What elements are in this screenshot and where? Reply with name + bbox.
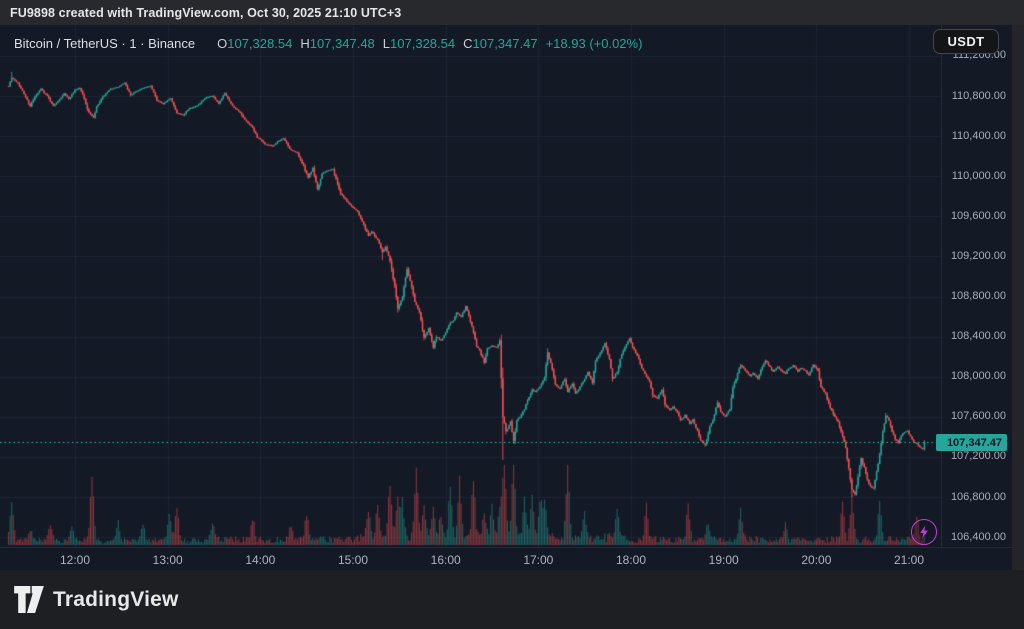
close-value: 107,347.47 [472, 35, 538, 51]
close-label: C [463, 35, 473, 51]
price-axis[interactable]: 111,200.00 110,800.00 110,400.00 110,000.00… [941, 25, 1012, 547]
time-axis-tick: 20:00 [801, 553, 832, 567]
candlestick-chart-canvas[interactable] [0, 25, 941, 547]
low-label: L [382, 35, 391, 51]
symbol-title[interactable]: Bitcoin / TetherUS · 1 · Binance [14, 35, 196, 51]
time-axis-tick: 21:00 [894, 553, 925, 567]
time-axis-tick: 13:00 [152, 553, 183, 567]
price-axis-tick: 108,000.00 [950, 370, 1006, 383]
price-axis-tick: 109,200.00 [950, 249, 1006, 262]
tradingview-logo-icon [14, 586, 44, 613]
price-axis-tick: 110,800.00 [951, 89, 1006, 102]
price-axis-tick: 106,800.00 [950, 490, 1006, 503]
price-change: +18.93 (+0.02%) [545, 35, 643, 51]
attribution-text: FU9898 created with TradingView.com, Oct… [10, 5, 402, 20]
flash-publish-button[interactable] [911, 519, 937, 545]
last-price-label: 107,347.47 [936, 434, 1007, 452]
symbol-info-bar[interactable]: Bitcoin / TetherUS · 1 · Binance O 107,3… [14, 33, 642, 53]
footer-bar: TradingView [0, 570, 1024, 629]
price-axis-tick: 106,400.00 [950, 530, 1006, 543]
price-axis-tick: 108,800.00 [950, 290, 1006, 302]
price-axis-tick: 110,400.00 [951, 129, 1006, 142]
time-axis-tick: 14:00 [245, 553, 276, 567]
chart-panel: Bitcoin / TetherUS · 1 · Binance O 107,3… [0, 25, 1012, 570]
low-value: 107,328.54 [390, 35, 456, 51]
price-axis-tick: 107,200.00 [950, 450, 1006, 463]
high-value: 107,347.48 [309, 35, 375, 51]
time-axis-tick: 18:00 [616, 553, 647, 567]
open-value: 107,328.54 [227, 35, 293, 51]
tradingview-logo[interactable]: TradingView [14, 586, 179, 613]
open-label: O [217, 35, 228, 51]
high-label: H [300, 35, 310, 51]
currency-toggle-button[interactable]: USDT [933, 29, 999, 54]
time-axis-tick: 17:00 [523, 553, 554, 567]
tradingview-logo-text: TradingView [53, 587, 179, 611]
attribution-bar: FU9898 created with TradingView.com, Oct… [0, 0, 1024, 25]
price-axis-tick: 108,400.00 [950, 330, 1006, 343]
time-axis-tick: 12:00 [59, 553, 91, 567]
price-axis-tick: 110,000.00 [951, 169, 1006, 182]
flash-icon [920, 525, 928, 539]
time-axis-tick: 15:00 [337, 553, 369, 567]
price-axis-tick: 107,600.00 [950, 410, 1006, 423]
time-axis-tick: 19:00 [708, 553, 739, 567]
time-axis[interactable]: 12:00 13:00 14:00 15:00 16:00 17:00 18:00 19:00… [0, 547, 1012, 570]
time-axis-tick: 16:00 [430, 553, 461, 567]
price-axis-tick: 109,600.00 [950, 209, 1006, 222]
